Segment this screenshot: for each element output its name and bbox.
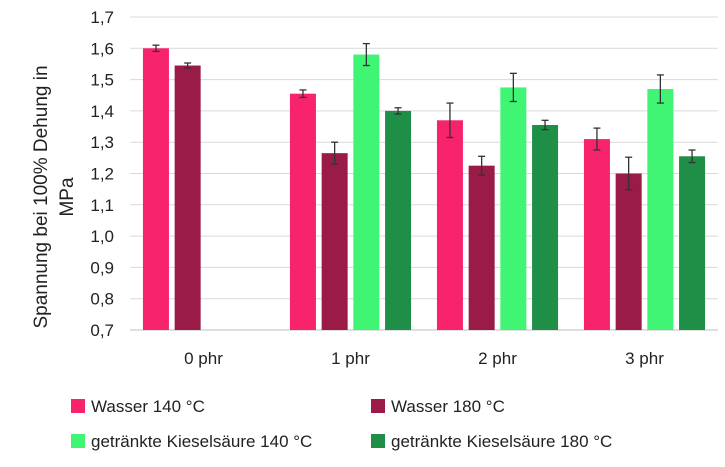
y-tick-label: 1,7 — [90, 8, 114, 27]
legend: Wasser 140 °C Wasser 180 °C getränkte Kies… — [71, 397, 612, 451]
bar — [583, 139, 610, 330]
y-tick-label: 1,0 — [90, 227, 114, 246]
legend-label: getränkte Kieselsäure 140 °C — [91, 432, 312, 451]
category-labels: 0 phr 1 phr 2 phr 3 phr — [184, 349, 664, 368]
category-label: 0 phr — [184, 349, 223, 368]
y-tick-labels: 0,7 0,8 0,9 1,0 1,1 1,2 1,3 1,4 1,5 1,6 1,7 — [90, 8, 114, 340]
error-bar — [331, 141, 339, 165]
legend-item: Wasser 180 °C — [371, 397, 505, 416]
bar — [385, 110, 412, 331]
y-tick-label: 1,4 — [90, 102, 114, 121]
legend-swatch — [71, 434, 85, 448]
legend-label: Wasser 140 °C — [91, 397, 205, 416]
bar — [679, 156, 706, 330]
y-tick-label: 0,9 — [90, 258, 114, 277]
error-bar — [152, 44, 160, 53]
bar — [142, 48, 169, 331]
y-axis-title: Spannung bei 100% Dehung in MPa — [31, 65, 78, 328]
error-bar — [394, 107, 402, 115]
y-axis-title-line-1: Spannung bei 100% Dehung in — [31, 65, 52, 328]
y-tick-label: 1,6 — [90, 39, 114, 58]
y-tick-label: 1,1 — [90, 196, 114, 215]
error-bars — [152, 42, 696, 191]
bar — [615, 173, 642, 330]
y-tick-label: 1,5 — [90, 71, 114, 90]
error-bar — [509, 72, 517, 103]
y-axis-title-line-2: MPa — [57, 177, 78, 217]
legend-swatch — [371, 434, 385, 448]
legend-label: Wasser 180 °C — [391, 397, 505, 416]
legend-label: getränkte Kieselsäure 180 °C — [391, 432, 612, 451]
legend-item: Wasser 140 °C — [71, 397, 205, 416]
error-bar — [184, 62, 192, 69]
y-tick-label: 1,2 — [90, 165, 114, 184]
error-bar — [625, 156, 633, 191]
bar — [532, 124, 559, 330]
error-bar — [688, 149, 696, 164]
y-tick-label: 0,7 — [90, 321, 114, 340]
category-label: 1 phr — [331, 349, 370, 368]
gridlines — [130, 16, 718, 331]
bar — [321, 153, 348, 330]
bar — [647, 88, 674, 331]
bars — [142, 48, 706, 331]
category-label: 3 phr — [625, 349, 664, 368]
category-label: 2 phr — [478, 349, 517, 368]
bar — [500, 87, 527, 330]
bar — [436, 120, 463, 330]
bar — [468, 165, 495, 330]
bar — [174, 65, 201, 330]
error-bar — [446, 102, 454, 139]
error-bar — [299, 89, 307, 99]
legend-item: getränkte Kieselsäure 140 °C — [71, 432, 312, 451]
bar — [353, 54, 380, 331]
legend-item: getränkte Kieselsäure 180 °C — [371, 432, 612, 451]
error-bar — [541, 119, 549, 131]
error-bar — [478, 155, 486, 176]
legend-swatch — [71, 399, 85, 413]
y-tick-label: 1,3 — [90, 133, 114, 152]
error-bar — [593, 127, 601, 151]
error-bar — [362, 42, 370, 67]
bar — [289, 93, 316, 330]
legend-swatch — [371, 399, 385, 413]
y-tick-label: 0,8 — [90, 290, 114, 309]
error-bar — [656, 74, 664, 104]
